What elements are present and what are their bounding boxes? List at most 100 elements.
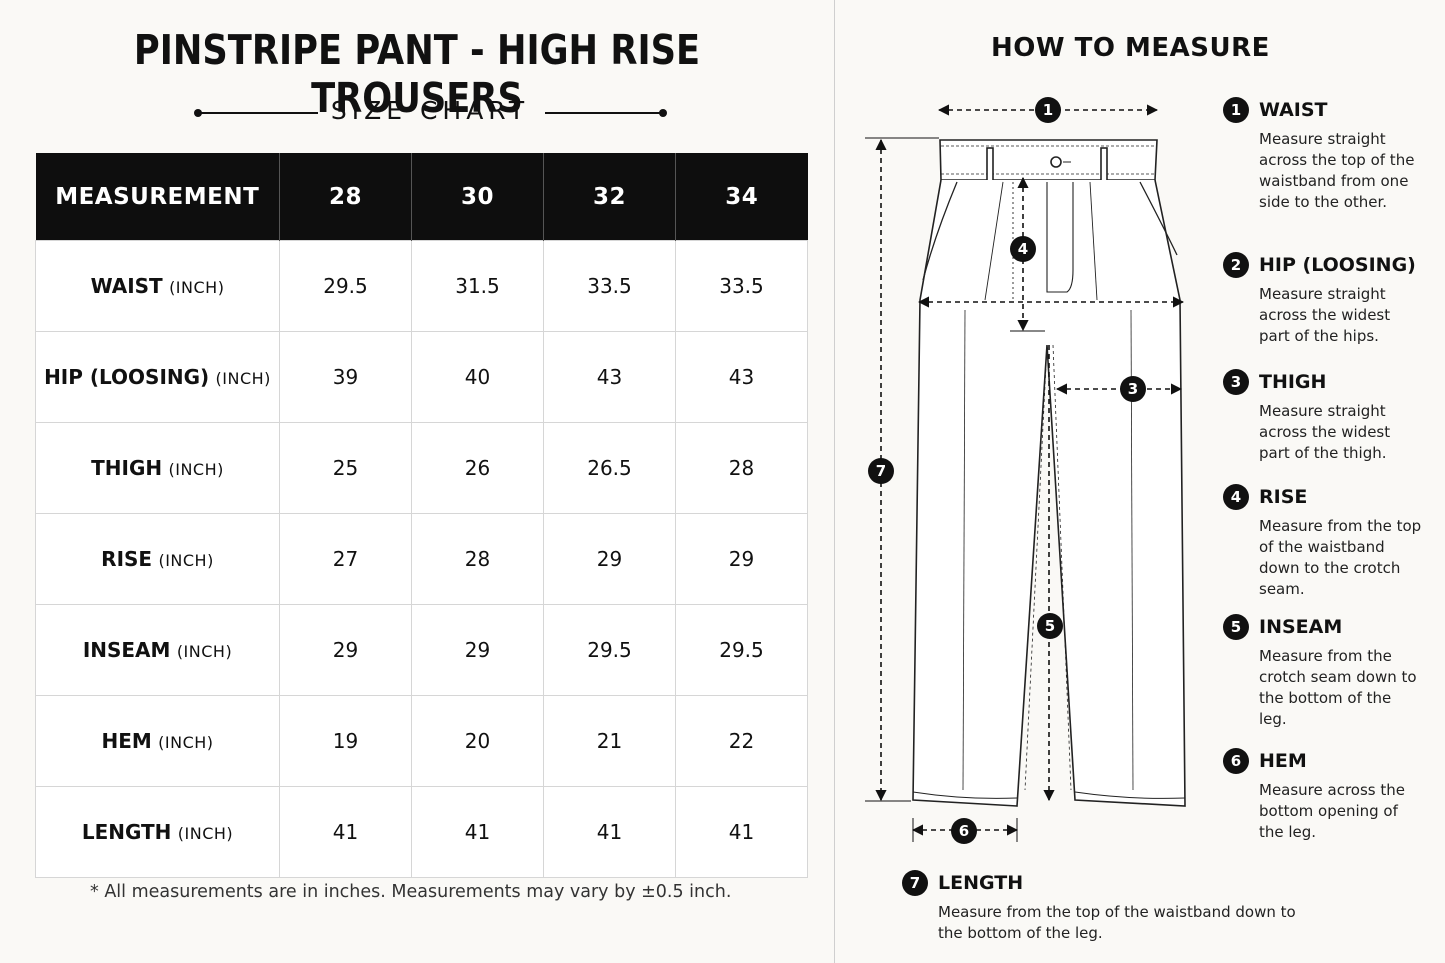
table-row: LENGTH (INCH) 41 41 41 41 xyxy=(35,786,808,878)
size-value-cell: 26 xyxy=(411,422,544,514)
column-header: 30 xyxy=(411,153,544,241)
instruction-head: 1 WAIST xyxy=(1223,97,1423,123)
instruction-description: Measure straight across the widest part … xyxy=(1259,285,1391,345)
table-row: INSEAM (INCH) 29 29 29.5 29.5 xyxy=(35,604,808,696)
column-header: 28 xyxy=(279,153,412,241)
measurement-name-cell: WAIST (INCH) xyxy=(35,240,280,332)
measurement-name-cell: HEM (INCH) xyxy=(35,695,280,787)
step-number-badge: 4 xyxy=(1223,484,1249,510)
page-title: PINSTRIPE PANT - HIGH RISE TROUSERS xyxy=(133,26,701,122)
how-to-measure-title: HOW TO MEASURE xyxy=(991,33,1270,63)
measurement-name-cell: THIGH (INCH) xyxy=(35,422,280,514)
instruction-head: 3 THIGH xyxy=(1223,369,1423,395)
size-value-cell: 28 xyxy=(411,513,544,605)
svg-text:6: 6 xyxy=(959,822,969,840)
marker-5: 5 xyxy=(1037,613,1063,639)
instruction-head: 7 LENGTH xyxy=(902,870,1302,896)
size-value-cell: 19 xyxy=(279,695,412,787)
measurement-unit: (INCH) xyxy=(176,642,233,661)
instruction-head: 4 RISE xyxy=(1223,484,1423,510)
size-value-cell: 39 xyxy=(279,331,412,423)
marker-3: 3 xyxy=(1120,376,1146,402)
instruction-head: 5 INSEAM xyxy=(1223,614,1423,640)
size-value-cell: 41 xyxy=(675,786,808,878)
instruction-thigh: 3 THIGH Measure straight across the widest… xyxy=(1223,369,1423,464)
size-value-cell: 29.5 xyxy=(543,604,676,696)
instruction-label: HEM xyxy=(1259,750,1307,772)
extension-ticks xyxy=(865,137,1045,842)
diagram-markers: 1 4 3 7 5 6 xyxy=(868,97,1146,844)
column-header: 34 xyxy=(675,153,808,241)
measurement-name: THIGH xyxy=(91,456,163,480)
svg-text:1: 1 xyxy=(1043,101,1053,119)
measurement-unit: (INCH) xyxy=(169,278,225,297)
rule-dot-right xyxy=(659,109,667,117)
how-to-measure-panel: HOW TO MEASURE xyxy=(835,0,1445,963)
column-header: 32 xyxy=(543,153,676,241)
measurement-unit: (INCH) xyxy=(168,460,224,479)
instruction-label: INSEAM xyxy=(1259,616,1343,638)
size-value-cell: 33.5 xyxy=(543,240,676,332)
step-number-badge: 7 xyxy=(902,870,928,896)
instruction-rise: 4 RISE Measure from the top of the waistba… xyxy=(1223,484,1423,600)
instruction-label: THIGH xyxy=(1259,371,1327,393)
panel-divider xyxy=(834,0,835,963)
size-value-cell: 21 xyxy=(543,695,676,787)
measurement-name: INSEAM xyxy=(82,638,171,662)
svg-text:3: 3 xyxy=(1128,380,1138,398)
size-value-cell: 31.5 xyxy=(411,240,544,332)
size-value-cell: 29 xyxy=(543,513,676,605)
step-number-badge: 5 xyxy=(1223,614,1249,640)
measurement-name-cell: INSEAM (INCH) xyxy=(35,604,280,696)
measurement-unit: (INCH) xyxy=(215,369,271,388)
instruction-label: LENGTH xyxy=(938,872,1024,894)
trousers-outline xyxy=(912,139,1186,807)
size-value-cell: 29 xyxy=(279,604,412,696)
table-row: WAIST (INCH) 29.5 31.5 33.5 33.5 xyxy=(35,240,808,332)
size-value-cell: 43 xyxy=(675,331,808,423)
marker-7: 7 xyxy=(868,458,894,484)
rule-right xyxy=(545,112,663,114)
size-value-cell: 29.5 xyxy=(279,240,412,332)
svg-text:4: 4 xyxy=(1018,240,1028,258)
size-table: MEASUREMENT 28 30 32 34 WAIST (INCH) 29.5… xyxy=(35,153,808,878)
size-value-cell: 41 xyxy=(543,786,676,878)
instruction-head: 6 HEM xyxy=(1223,748,1423,774)
measurement-name: HIP (LOOSING) xyxy=(44,365,210,389)
measurement-name: WAIST xyxy=(90,274,163,298)
column-header: MEASUREMENT xyxy=(35,153,280,241)
size-value-cell: 29.5 xyxy=(675,604,808,696)
footnote: * All measurements are in inches. Measur… xyxy=(90,882,732,902)
instruction-head: 2 HIP (LOOSING) xyxy=(1223,252,1423,278)
marker-1: 1 xyxy=(1035,97,1061,123)
instruction-description: Measure from the top of the waistband do… xyxy=(938,903,1296,942)
size-value-cell: 20 xyxy=(411,695,544,787)
size-value-cell: 28 xyxy=(675,422,808,514)
instruction-length: 7 LENGTH Measure from the top of the waist… xyxy=(902,870,1302,944)
instruction-hem: 6 HEM Measure across the bottom opening of… xyxy=(1223,748,1423,843)
svg-text:5: 5 xyxy=(1045,617,1055,635)
table-row: HIP (LOOSING) (INCH) 39 40 43 43 xyxy=(35,331,808,423)
instruction-description: Measure from the top of the waistband do… xyxy=(1259,517,1422,598)
size-value-cell: 41 xyxy=(279,786,412,878)
marker-6: 6 xyxy=(951,818,977,844)
rule-left xyxy=(198,112,318,114)
instruction-label: WAIST xyxy=(1259,99,1328,121)
marker-4: 4 xyxy=(1010,236,1036,262)
table-header-row: MEASUREMENT 28 30 32 34 xyxy=(35,153,808,241)
instruction-description: Measure straight across the widest part … xyxy=(1259,402,1391,462)
measurement-unit: (INCH) xyxy=(158,551,214,570)
table-row: RISE (INCH) 27 28 29 29 xyxy=(35,513,808,605)
instruction-inseam: 5 INSEAM Measure from the crotch seam down… xyxy=(1223,614,1423,730)
svg-text:7: 7 xyxy=(876,462,886,480)
size-value-cell: 27 xyxy=(279,513,412,605)
step-number-badge: 2 xyxy=(1223,252,1249,278)
measurement-unit: (INCH) xyxy=(177,824,234,843)
step-number-badge: 6 xyxy=(1223,748,1249,774)
table-row: HEM (INCH) 19 20 21 22 xyxy=(35,695,808,787)
measurement-name: HEM xyxy=(101,729,152,753)
step-number-badge: 3 xyxy=(1223,369,1249,395)
size-value-cell: 41 xyxy=(411,786,544,878)
table-row: THIGH (INCH) 25 26 26.5 28 xyxy=(35,422,808,514)
measurement-name-cell: LENGTH (INCH) xyxy=(35,786,280,878)
